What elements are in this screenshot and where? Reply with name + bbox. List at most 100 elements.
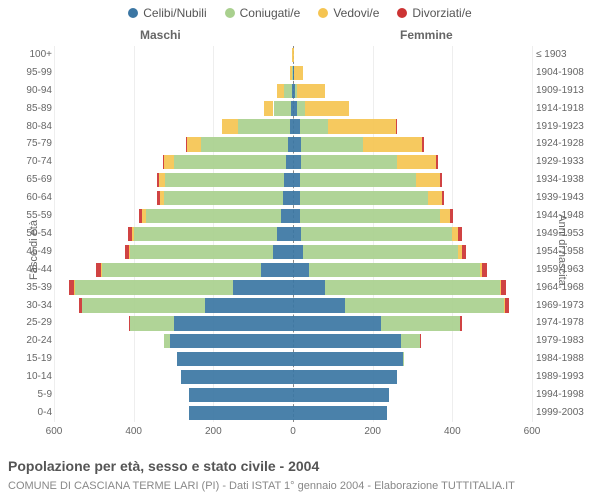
bar-segment [363, 137, 423, 151]
bar-segment [170, 334, 293, 348]
bar-segment [297, 101, 305, 115]
bar-segment [79, 298, 82, 312]
legend-label: Divorziati/e [412, 6, 471, 20]
bar-segment [293, 245, 303, 259]
bar-segment [297, 84, 325, 98]
male-half [54, 315, 293, 333]
birth-label: 1959-1963 [536, 264, 594, 275]
bar-segment [264, 101, 274, 115]
x-tick-label: 200 [364, 426, 381, 437]
bar-segment [277, 84, 284, 98]
bar-segment [261, 263, 293, 277]
male-half [54, 207, 293, 225]
age-label: 55-59 [6, 210, 52, 221]
bar-segment [281, 209, 293, 223]
female-half [293, 100, 532, 118]
bar-segment [286, 155, 293, 169]
bar-segment [187, 137, 201, 151]
bar-segment [277, 227, 293, 241]
bar-segment [132, 227, 134, 241]
x-axis-ticks: 6004002000200400600 [54, 426, 532, 440]
male-half [54, 332, 293, 350]
bar-segment [129, 245, 130, 259]
bar-segment [482, 263, 487, 277]
male-half [54, 261, 293, 279]
bar-segment [396, 119, 397, 133]
age-label: 25-29 [6, 317, 52, 328]
birth-label: 1969-1973 [536, 300, 594, 311]
legend-item: Vedovi/e [318, 6, 379, 20]
plot-area [54, 46, 532, 422]
age-label: 100+ [6, 49, 52, 60]
bar-segment [300, 173, 416, 187]
x-tick-label: 600 [524, 426, 541, 437]
chart-title: Popolazione per età, sesso e stato civil… [8, 458, 319, 474]
age-label: 65-69 [6, 174, 52, 185]
bar-segment [284, 173, 293, 187]
age-label: 70-74 [6, 156, 52, 167]
bar-segment [303, 245, 458, 259]
pyramid-row [54, 315, 532, 333]
age-label: 0-4 [6, 407, 52, 418]
age-label: 75-79 [6, 138, 52, 149]
pyramid-row [54, 136, 532, 154]
population-pyramid-chart: Celibi/NubiliConiugati/eVedovi/eDivorzia… [0, 0, 600, 500]
bar-segment [442, 191, 445, 205]
bar-segment [293, 227, 301, 241]
pyramid-row [54, 368, 532, 386]
bar-segment [189, 406, 293, 420]
bar-segment [290, 66, 292, 80]
x-tick-label: 400 [125, 426, 142, 437]
male-half [54, 297, 293, 315]
bar-segment [186, 137, 187, 151]
bar-segment [101, 263, 102, 277]
bar-segment [233, 280, 293, 294]
bar-segment [301, 227, 452, 241]
bar-segment [181, 370, 293, 384]
birth-label: 1939-1943 [536, 192, 594, 203]
bar-segment [159, 173, 165, 187]
age-label: 15-19 [6, 353, 52, 364]
female-half [293, 153, 532, 171]
pyramid-row [54, 46, 532, 64]
age-label: 50-54 [6, 228, 52, 239]
bar-segment [201, 137, 289, 151]
male-half [54, 279, 293, 297]
x-tick-label: 400 [444, 426, 461, 437]
bar-segment [157, 173, 159, 187]
bar-segment [177, 352, 293, 366]
bar-segment [422, 137, 423, 151]
male-half [54, 350, 293, 368]
pyramid-row [54, 261, 532, 279]
birth-label: 1934-1938 [536, 174, 594, 185]
birth-label: 1914-1918 [536, 103, 594, 114]
pyramid-row [54, 153, 532, 171]
bar-segment [416, 173, 440, 187]
legend-label: Celibi/Nubili [143, 6, 206, 20]
birth-label: 1989-1993 [536, 371, 594, 382]
pyramid-row [54, 82, 532, 100]
bar-segment [283, 191, 293, 205]
age-label: 45-49 [6, 246, 52, 257]
bar-segment [274, 101, 292, 115]
bar-segment [440, 209, 450, 223]
bar-segment [305, 101, 349, 115]
bar-segment [273, 245, 293, 259]
female-half [293, 279, 532, 297]
male-half [54, 243, 293, 261]
female-half [293, 261, 532, 279]
female-half [293, 404, 532, 422]
male-half [54, 82, 293, 100]
bar-segment [381, 316, 461, 330]
female-half [293, 297, 532, 315]
x-tick-label: 600 [46, 426, 63, 437]
female-half [293, 189, 532, 207]
female-half [293, 332, 532, 350]
bar-segment [450, 209, 453, 223]
birth-label: 1954-1958 [536, 246, 594, 257]
bar-segment [325, 280, 500, 294]
bar-segment [293, 48, 294, 62]
bar-segment [300, 209, 439, 223]
male-half [54, 189, 293, 207]
age-label: 35-39 [6, 282, 52, 293]
